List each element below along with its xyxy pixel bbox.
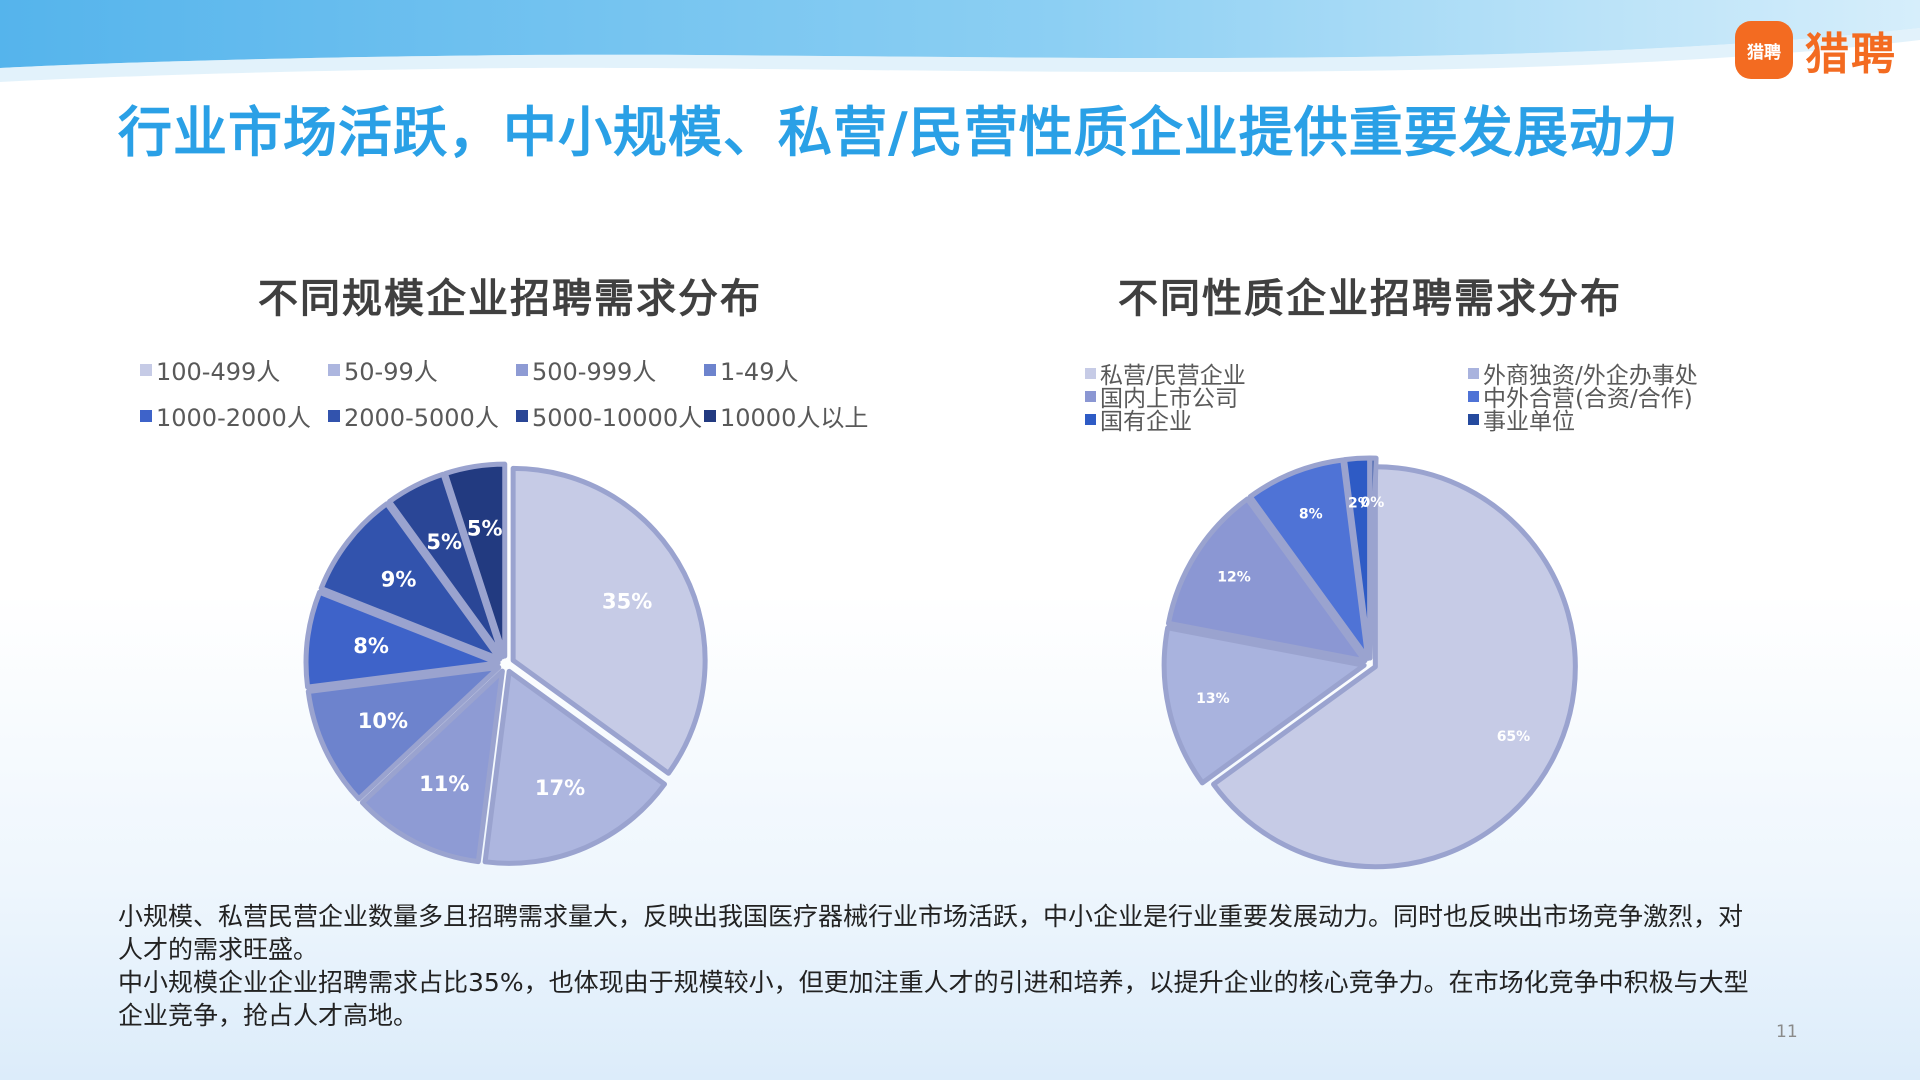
legend-item: 5000-10000人: [516, 398, 702, 433]
legend-item: 500-999人: [516, 352, 656, 387]
legend-label: 事业单位: [1483, 409, 1575, 435]
pie-slice: [482, 668, 668, 866]
legend-label: 1-49人: [720, 358, 799, 386]
pie-data-label: 8%: [353, 634, 389, 658]
pie-data-label: 0%: [1361, 495, 1385, 511]
legend-label: 国有企业: [1100, 409, 1192, 435]
pie-data-label: 11%: [419, 772, 469, 796]
legend-item: 中外合营(合资/合作): [1468, 379, 1693, 413]
legend-label: 中外合营(合资/合作): [1483, 386, 1693, 412]
pie-data-label: 13%: [1196, 691, 1230, 707]
logo-text: 猎聘: [1805, 29, 1897, 80]
chart-title-company-size: 不同规模企业招聘需求分布: [258, 276, 762, 322]
pie-data-label: 10%: [358, 709, 408, 733]
legend-swatch: [1085, 413, 1096, 425]
pie-slice: [359, 668, 505, 865]
legend-label: 外商独资/外企办事处: [1483, 363, 1698, 389]
legend-item: 1-49人: [704, 352, 798, 387]
pie-data-label: 35%: [602, 589, 652, 613]
pie-slice: [1161, 625, 1367, 786]
legend-label: 100-499人: [156, 358, 281, 386]
legend-swatch: [140, 363, 152, 376]
description-paragraph-1: 小规模、私营民营企业数量多且招聘需求量大，反映出我国医疗器械行业市场活跃，中小企…: [118, 902, 1744, 964]
pie-data-label: 9%: [381, 568, 417, 592]
legend-item: 外商独资/外企办事处: [1468, 356, 1698, 390]
pie-slice: [1211, 464, 1578, 870]
pie-slice: [1247, 457, 1371, 661]
pie-data-label: 2%: [1348, 495, 1372, 511]
legend-swatch: [1085, 390, 1096, 402]
pie-slice: [387, 471, 505, 660]
legend-label: 50-99人: [344, 358, 438, 386]
pie-data-label: 17%: [535, 776, 585, 800]
legend-item: 国有企业: [1085, 402, 1192, 436]
legend-item: 1000-2000人: [140, 398, 311, 433]
legend-item: 100-499人: [140, 352, 280, 387]
legend-swatch: [1468, 367, 1479, 379]
pie-slice: [442, 461, 508, 659]
pie-slice: [1165, 496, 1368, 664]
legend-item: 10000人以上: [704, 398, 868, 433]
pie-data-label: 5%: [467, 517, 503, 541]
legend-swatch: [1468, 390, 1479, 402]
pie-data-label: 8%: [1299, 506, 1323, 522]
pie-slice: [510, 465, 708, 776]
legend-label: 500-999人: [532, 358, 657, 386]
legend-item: 私营/民营企业: [1085, 356, 1246, 390]
legend-swatch: [328, 409, 340, 422]
legend-label: 1000-2000人: [156, 404, 311, 432]
pie-slice: [1367, 455, 1379, 661]
pie-data-label: 65%: [1497, 729, 1531, 745]
legend-label: 私营/民营企业: [1100, 363, 1246, 389]
legend-swatch: [1468, 413, 1479, 425]
legend-item: 国内上市公司: [1085, 379, 1238, 413]
legend-swatch: [328, 363, 340, 376]
logo-icon: 猎聘: [1735, 21, 1793, 79]
pie-data-label: 5%: [426, 530, 462, 554]
pie-data-label: 12%: [1217, 570, 1251, 586]
legend-item: 50-99人: [328, 352, 438, 387]
legend-item: 2000-5000人: [328, 398, 499, 433]
legend-label: 国内上市公司: [1100, 386, 1238, 412]
liepin-logo: 猎聘 猎聘: [1735, 18, 1897, 82]
logo-icon-text: 猎聘: [1747, 42, 1781, 63]
page-number: 11: [1776, 1022, 1798, 1042]
pie-slice: [305, 664, 502, 802]
description-paragraph-2: 中小规模企业企业招聘需求占比35%，也体现由于规模较小，但更加注重人才的引进和培…: [118, 968, 1749, 1030]
legend-swatch: [704, 409, 716, 422]
legend-swatch: [1085, 367, 1096, 379]
description-text: 小规模、私营民营企业数量多且招聘需求量大，反映出我国医疗器械行业市场活跃，中小企…: [118, 900, 1758, 1032]
page-title: 行业市场活跃，中小规模、私营/民营性质企业提供重要发展动力: [118, 101, 1679, 164]
legend-label: 5000-10000人: [532, 404, 703, 432]
header-wave-banner: [0, 0, 1920, 82]
pie-slice: [318, 501, 503, 662]
legend-swatch: [516, 363, 528, 376]
legend-label: 2000-5000人: [344, 404, 499, 432]
legend-swatch: [516, 409, 528, 422]
pie-slice: [303, 589, 501, 690]
legend-label: 10000人以上: [720, 404, 869, 432]
legend-swatch: [704, 363, 716, 376]
chart-title-company-type: 不同性质企业招聘需求分布: [1118, 276, 1622, 322]
legend-swatch: [140, 409, 152, 422]
legend-item: 事业单位: [1468, 402, 1575, 436]
